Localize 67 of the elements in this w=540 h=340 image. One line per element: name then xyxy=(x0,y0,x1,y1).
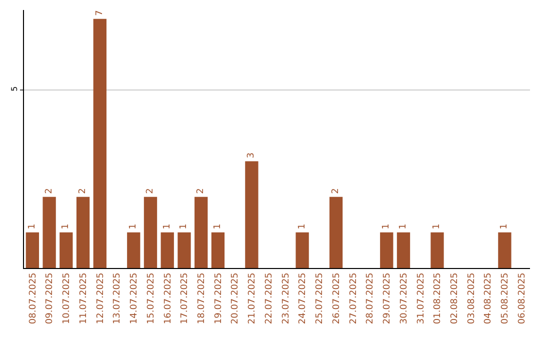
bar xyxy=(211,232,225,268)
x-tick-label: 12.07.2025 xyxy=(96,272,106,324)
data-label: 2 xyxy=(78,188,88,194)
bar xyxy=(127,232,140,268)
bar xyxy=(178,232,191,268)
x-tick-label: 22.07.2025 xyxy=(264,272,274,324)
x-tick-label: 03.08.2025 xyxy=(466,272,477,324)
data-label: 1 xyxy=(382,224,392,230)
x-tick-label: 15.07.2025 xyxy=(146,272,156,324)
x-tick-label: 23.07.2025 xyxy=(281,272,292,324)
bar xyxy=(26,232,40,268)
data-label: 7 xyxy=(94,10,105,16)
x-tick-label: 27.07.2025 xyxy=(348,272,359,324)
x-tick-label: 11.07.2025 xyxy=(78,272,89,324)
x-tick-label: 24.07.2025 xyxy=(298,272,308,324)
x-tick-label: 08.07.2025 xyxy=(28,272,38,324)
x-tick-label: 13.07.2025 xyxy=(112,272,123,324)
bar xyxy=(245,161,258,268)
bar xyxy=(380,232,394,268)
bar xyxy=(60,232,73,268)
bar xyxy=(93,18,106,268)
data-label: 1 xyxy=(212,224,223,230)
data-label: 3 xyxy=(246,152,257,158)
bar xyxy=(296,232,309,268)
data-label: 2 xyxy=(196,188,206,194)
bar xyxy=(396,232,410,268)
x-tick-label: 19.07.2025 xyxy=(214,272,224,324)
data-label: 1 xyxy=(128,224,139,230)
data-label: 1 xyxy=(297,224,308,230)
x-tick-label: 06.08.2025 xyxy=(517,272,528,324)
data-label: 1 xyxy=(432,224,442,230)
data-label: 2 xyxy=(331,188,342,194)
bar xyxy=(194,196,208,268)
data-label: 1 xyxy=(500,224,510,230)
x-tick-label: 28.07.2025 xyxy=(366,272,376,324)
x-tick-label: 14.07.2025 xyxy=(130,272,140,324)
bar xyxy=(144,196,158,268)
bar xyxy=(498,232,512,268)
y-tick-label: 5 xyxy=(10,86,19,92)
x-tick-label: 10.07.2025 xyxy=(62,272,72,324)
x-tick-label: 31.07.2025 xyxy=(416,272,426,324)
data-label: 2 xyxy=(146,188,156,194)
bar xyxy=(76,196,90,268)
bar xyxy=(329,196,343,268)
data-label: 1 xyxy=(398,224,408,230)
x-tick-label: 18.07.2025 xyxy=(197,272,208,324)
data-label: 1 xyxy=(27,224,38,230)
data-label: 2 xyxy=(44,188,54,194)
x-tick-label: 05.08.2025 xyxy=(500,272,511,324)
bar xyxy=(430,232,444,268)
x-tick-label: 21.07.2025 xyxy=(248,272,258,324)
data-label: 1 xyxy=(162,224,172,230)
x-tick-label: 17.07.2025 xyxy=(180,272,190,324)
data-label: 1 xyxy=(61,224,72,230)
x-tick-label: 20.07.2025 xyxy=(230,272,241,324)
x-tick-label: 25.07.2025 xyxy=(315,272,326,324)
x-tick-label: 26.07.2025 xyxy=(332,272,342,324)
x-tick-label: 04.08.2025 xyxy=(484,272,494,324)
bar xyxy=(160,232,174,268)
x-tick-label: 30.07.2025 xyxy=(399,272,410,324)
x-tick-label: 02.08.2025 xyxy=(450,272,460,324)
x-tick-label: 29.07.2025 xyxy=(382,272,393,324)
bar xyxy=(42,196,56,268)
x-tick-label: 01.08.2025 xyxy=(433,272,444,324)
data-label: 1 xyxy=(179,224,190,230)
x-tick-label: 09.07.2025 xyxy=(45,272,56,324)
x-tick-label: 16.07.2025 xyxy=(163,272,174,324)
